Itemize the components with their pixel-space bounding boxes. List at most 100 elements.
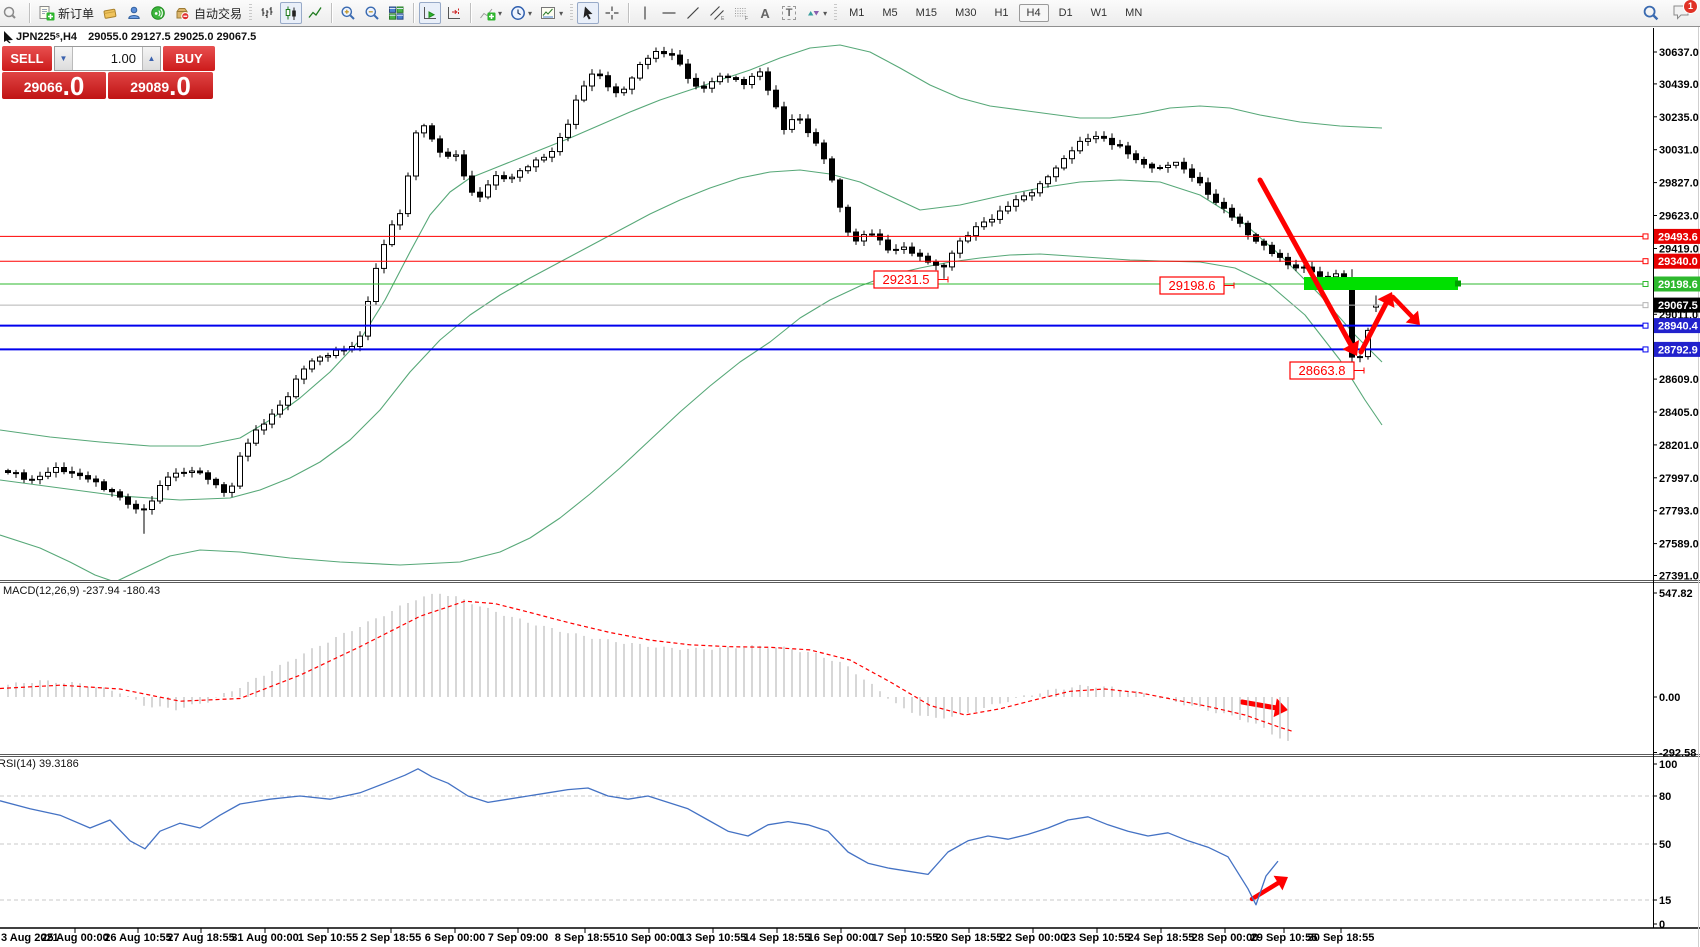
timeframe-m1[interactable]: M1	[849, 7, 865, 19]
drawn-arrows[interactable]	[1239, 177, 1420, 902]
toolbar-right: 1	[1638, 0, 1700, 24]
autotrading-button[interactable]: 自动交易	[171, 2, 245, 24]
divider	[29, 3, 30, 23]
toolbar-grip[interactable]	[249, 4, 253, 22]
svg-text:2 Sep 18:55: 2 Sep 18:55	[361, 932, 422, 944]
svg-text:30235.0: 30235.0	[1659, 112, 1699, 124]
svg-text:28940.4: 28940.4	[1658, 321, 1699, 333]
chevron-down-icon[interactable]: ▾	[528, 8, 533, 18]
chart-shift-button[interactable]	[443, 2, 465, 24]
buy-price-main: 29089	[130, 79, 170, 95]
templates-button[interactable]: ▾	[537, 2, 566, 24]
toolbar-grip[interactable]	[834, 4, 838, 22]
svg-text:29827.0: 29827.0	[1659, 178, 1699, 190]
equidistant-channel-button[interactable]: E	[706, 2, 728, 24]
new-order-button[interactable]: 新订单	[35, 2, 97, 24]
text-label-button[interactable]: T	[778, 2, 800, 24]
svg-text:-292.58: -292.58	[1659, 748, 1696, 760]
price-axis[interactable]: 30637.0 30439.0 30235.0 30031.0 29827.0 29623…	[1653, 47, 1700, 931]
text-button[interactable]: A	[754, 2, 776, 24]
svg-text:27793.0: 27793.0	[1659, 506, 1699, 518]
svg-text:28 Sep 00:00: 28 Sep 00:00	[1192, 932, 1259, 944]
market-button[interactable]	[99, 2, 121, 24]
volume-decrease-button[interactable]: ▼	[55, 47, 73, 70]
supply-zone-rect[interactable]	[1304, 277, 1461, 290]
zoom-in-button[interactable]	[337, 2, 359, 24]
toolbar-grip[interactable]	[570, 4, 574, 22]
chat-button[interactable]: 1	[1672, 0, 1698, 24]
clock-icon	[511, 6, 525, 20]
auto-scroll-icon	[424, 7, 437, 19]
svg-text:27997.0: 27997.0	[1659, 473, 1699, 485]
trendline-button[interactable]	[682, 2, 704, 24]
chart-title: JPN225ˢ,H4 29055.0 29127.5 29025.0 29067…	[16, 31, 256, 43]
buy-price[interactable]: 29089.0	[108, 72, 213, 99]
svg-text:24 Sep 18:55: 24 Sep 18:55	[1128, 932, 1195, 944]
svg-text:100: 100	[1659, 759, 1677, 771]
svg-text:20 Sep 18:55: 20 Sep 18:55	[936, 932, 1003, 944]
svg-text:14 Sep 18:55: 14 Sep 18:55	[744, 932, 811, 944]
timeframe-h4[interactable]: H4	[1018, 4, 1049, 22]
trendline-icon	[687, 7, 700, 19]
arrows-shapes-icon	[808, 11, 820, 16]
horizontal-lines[interactable]	[0, 233, 1649, 353]
bollinger-upper	[0, 44, 1383, 447]
zoom-out-button[interactable]	[361, 2, 383, 24]
chevron-down-icon[interactable]: ▾	[498, 8, 503, 18]
timeframe-m5[interactable]: M5	[882, 7, 898, 19]
signals-button[interactable]	[147, 2, 169, 24]
cursor-button[interactable]	[577, 2, 600, 24]
autotrading-icon	[176, 8, 190, 21]
candlestick-chart-icon	[285, 6, 296, 20]
price-pane	[0, 44, 1383, 580]
divider	[470, 3, 472, 23]
svg-text:26 Aug 10:55: 26 Aug 10:55	[104, 932, 171, 944]
timeframe-m30[interactable]: M30	[955, 7, 977, 19]
candlestick-chart-button[interactable]	[280, 2, 303, 24]
notification-badge[interactable]: 1	[1683, 0, 1698, 14]
arrows-button[interactable]: ▾	[802, 2, 830, 24]
crosshair-button[interactable]	[601, 2, 623, 24]
horizontal-line-button[interactable]	[658, 2, 680, 24]
tile-windows-button[interactable]	[385, 2, 408, 24]
indicators-button[interactable]: ▾	[476, 2, 505, 24]
price-annotations[interactable]: 29231.5 29198.6 28663.8	[873, 270, 1365, 380]
market-box-icon	[103, 8, 117, 19]
svg-text:28792.9: 28792.9	[1658, 344, 1698, 356]
periods-button[interactable]: ▾	[507, 2, 535, 24]
bar-chart-button[interactable]	[256, 2, 278, 24]
vertical-line-icon	[644, 6, 646, 20]
vertical-line-button[interactable]	[634, 2, 656, 24]
timeframe-m15[interactable]: M15	[915, 7, 938, 19]
line-chart-button[interactable]	[304, 2, 326, 24]
bar-chart-icon	[261, 7, 273, 18]
svg-text:8 Sep 18:55: 8 Sep 18:55	[555, 932, 616, 944]
svg-text:29198.6: 29198.6	[1658, 279, 1698, 291]
chevron-down-icon[interactable]: ▾	[559, 8, 564, 18]
volume-value[interactable]: 1.00	[110, 51, 136, 66]
svg-text:15: 15	[1659, 895, 1671, 907]
search-icon	[1643, 5, 1659, 21]
svg-text:50: 50	[1659, 839, 1671, 851]
svg-text:29340.0: 29340.0	[1658, 256, 1698, 268]
volume-increase-button[interactable]: ▲	[142, 47, 160, 70]
text-label-icon: T	[781, 6, 797, 20]
timeframe-h1[interactable]: H1	[994, 7, 1009, 19]
text-tool-icon: A	[760, 5, 770, 21]
svg-text:28405.0: 28405.0	[1659, 407, 1699, 419]
timeframe-mn[interactable]: MN	[1125, 7, 1143, 19]
search-button[interactable]	[1639, 2, 1663, 24]
sell-price[interactable]: 29066.0	[2, 72, 106, 99]
timeframe-w1[interactable]: W1	[1090, 7, 1108, 19]
new-order-label: 新订单	[58, 6, 95, 21]
fibonacci-button[interactable]: F	[730, 2, 752, 24]
chevron-down-icon[interactable]: ▾	[823, 8, 828, 18]
buy-button[interactable]: BUY	[163, 46, 215, 71]
sell-button[interactable]: SELL	[2, 46, 52, 71]
auto-scroll-button[interactable]	[419, 2, 442, 24]
timeframe-d1[interactable]: D1	[1058, 7, 1073, 19]
community-button[interactable]	[123, 2, 145, 24]
